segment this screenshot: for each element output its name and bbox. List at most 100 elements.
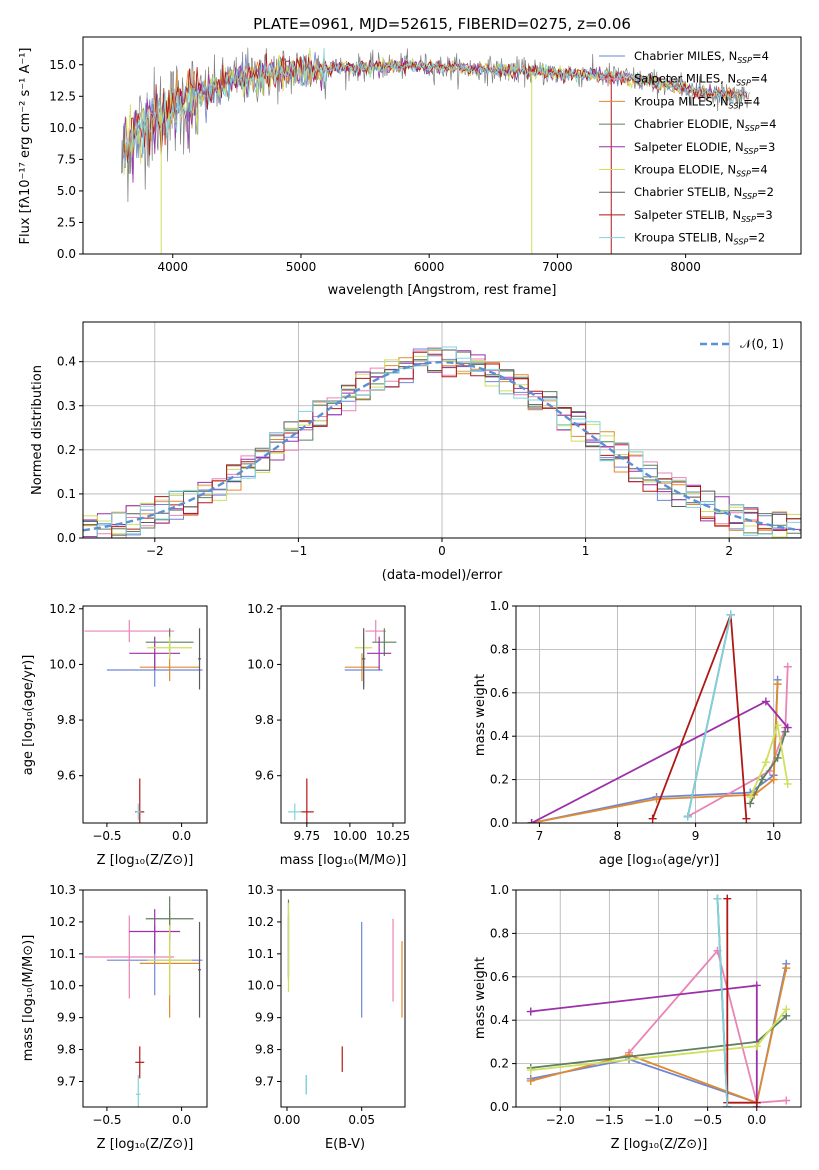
residuals-xlabel: (data-model)/error <box>382 568 503 583</box>
axes-frame <box>515 605 802 824</box>
weight-point-marker <box>769 775 778 784</box>
weight-point-marker <box>746 792 755 801</box>
weight-vs-age-panel: age [log₁₀(age/yr)] mass weight 7 8 9 10 0.0… <box>473 599 802 868</box>
weight-vs-z-xlabel: Z [log₁₀(Z/Z⊙)] <box>611 1137 708 1152</box>
x-tick-label: 8 <box>614 829 622 843</box>
x-tick-label: 10.00 <box>333 829 367 843</box>
axes-frame <box>82 36 802 255</box>
x-tick-label: 7 <box>536 829 544 843</box>
y-tick-label: 10.2 <box>49 915 76 929</box>
weight-point-marker <box>773 721 782 730</box>
residuals-panel: (data-model)/error Normed distribution 𝒩… <box>30 321 802 583</box>
x-tick-label: 10.25 <box>376 829 410 843</box>
x-tick-label: −0.5 <box>92 829 121 843</box>
x-tick-label: −1.5 <box>595 1113 624 1127</box>
weight-point-marker <box>625 1050 634 1059</box>
age-vs-z-panel: Z [log₁₀(Z/Z⊙)] age [log₁₀(age/yr)] −0.5… <box>21 602 208 868</box>
x-tick-label: 10 <box>766 829 781 843</box>
weight-point-marker <box>783 779 792 788</box>
weight-series-line <box>716 898 729 1107</box>
x-tick-label: −2.0 <box>546 1113 575 1127</box>
y-tick-label: 10.1 <box>49 947 76 961</box>
y-tick-label: 0.0 <box>490 1100 509 1114</box>
y-tick-label: 10.2 <box>247 602 274 616</box>
weight-series-line <box>651 614 748 820</box>
weight-series-line <box>687 666 789 818</box>
plot-area <box>287 619 397 823</box>
weight-point-marker <box>742 814 751 823</box>
y-tick-label: 9.9 <box>57 1011 76 1025</box>
residuals-ylabel: Normed distribution <box>30 365 45 495</box>
weight-point-marker <box>752 1098 761 1107</box>
y-tick-label: 10.0 <box>247 657 274 671</box>
weight-vs-z-panel: Z [log₁₀(Z/Z⊙)] mass weight −2.0 −1.5 −1.0… <box>473 883 802 1152</box>
x-tick-label: 5000 <box>286 260 317 274</box>
y-tick-label: 9.9 <box>255 1011 274 1025</box>
y-tick-label: 0.2 <box>490 1057 509 1071</box>
gaussian-curve <box>83 360 801 532</box>
x-tick-label: 9.75 <box>293 829 320 843</box>
y-tick-label: 10.0 <box>49 979 76 993</box>
weight-point-marker <box>648 814 657 823</box>
y-tick-label: 10.0 <box>247 979 274 993</box>
weight-vs-age-ylabel: mass weight <box>473 674 488 756</box>
axes-frame <box>280 889 406 1108</box>
y-tick-label: 2.5 <box>57 215 76 229</box>
plot-area <box>526 894 791 1107</box>
mass-vs-ebv-xlabel: E(B-V) <box>325 1137 365 1152</box>
weight-point-marker <box>782 964 791 973</box>
weight-point-marker <box>773 753 782 762</box>
x-tick-label: 0.00 <box>274 1113 301 1127</box>
y-tick-label: 0.0 <box>57 247 76 261</box>
model-spectrum <box>123 47 748 168</box>
y-tick-label: 0.0 <box>490 816 509 830</box>
weight-series-line <box>749 725 789 798</box>
y-tick-label: 0.6 <box>490 686 509 700</box>
y-tick-label: 9.8 <box>57 1043 76 1057</box>
y-tick-label: 10.0 <box>49 657 76 671</box>
mass-vs-ebv-panel: E(B-V) 0.00 0.05 9.7 9.8 9.9 10.0 10.1 10.2 10.3 <box>247 883 406 1152</box>
x-tick-label: 0.0 <box>747 1113 766 1127</box>
y-tick-label: 7.5 <box>57 152 76 166</box>
legend-entry: Salpeter STELIB, NSSP=3 <box>634 208 773 224</box>
x-tick-label: 1 <box>582 544 590 558</box>
x-tick-label: 0.0 <box>172 829 191 843</box>
x-tick-label: 4000 <box>157 260 188 274</box>
y-tick-label: 9.8 <box>255 1043 274 1057</box>
y-tick-label: 0.4 <box>490 729 509 743</box>
spectrum-ylabel: Flux [fλ10⁻¹⁷ erg cm⁻² s⁻¹ A⁻¹] <box>18 48 33 245</box>
y-tick-label: 10.2 <box>247 915 274 929</box>
plot-area <box>121 47 750 254</box>
plot-area <box>287 899 403 1095</box>
weight-point-marker <box>783 662 792 671</box>
weight-vs-z-ylabel: mass weight <box>473 957 488 1039</box>
weight-series-line <box>530 967 788 1104</box>
age-vs-z-ylabel: age [log₁₀(age/yr)] <box>21 655 36 776</box>
y-tick-label: 9.7 <box>255 1074 274 1088</box>
weight-series-line <box>686 614 732 817</box>
y-tick-label: 9.8 <box>57 713 76 727</box>
legend-entry: Chabrier STELIB, NSSP=2 <box>634 185 774 201</box>
weight-point-marker <box>782 1005 791 1014</box>
plot-area <box>84 619 203 823</box>
residual-histogram <box>83 346 801 538</box>
y-tick-label: 9.7 <box>57 1074 76 1088</box>
x-tick-label: 0.05 <box>348 1113 375 1127</box>
mass-vs-z-xlabel: Z [log₁₀(Z/Z⊙)] <box>97 1137 194 1152</box>
age-vs-z-xlabel: Z [log₁₀(Z/Z⊙)] <box>97 853 194 868</box>
weight-point-marker <box>752 1042 761 1051</box>
weight-point-marker <box>773 680 782 689</box>
weight-point-marker <box>761 697 770 706</box>
x-tick-label: 9 <box>692 829 700 843</box>
weight-point-marker <box>782 1096 791 1105</box>
y-tick-label: 0.4 <box>490 1013 509 1027</box>
y-tick-label: 0.3 <box>57 399 76 413</box>
mass-vs-z-panel: Z [log₁₀(Z/Z⊙)] mass [log₁₀(M/M⊙)] −0.5 0… <box>21 883 208 1152</box>
age-vs-mass-panel: mass [log₁₀(M/M⊙)] 9.75 10.00 10.25 9.6 9.8 1… <box>247 602 410 868</box>
y-tick-label: 0.4 <box>57 355 76 369</box>
plot-area <box>84 896 203 1107</box>
plot-area <box>527 610 792 823</box>
axes-frame <box>82 889 208 1108</box>
weight-point-marker <box>526 1066 535 1075</box>
